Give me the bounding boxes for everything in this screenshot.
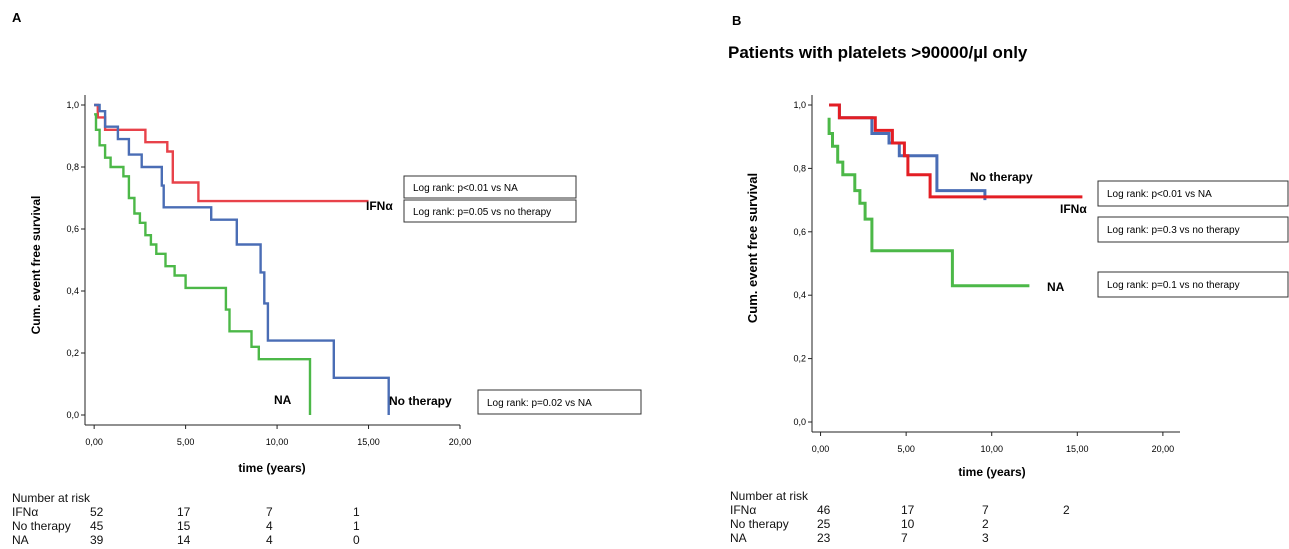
- panel-a-letter: A: [12, 10, 22, 25]
- risk-table-row: NA 23 7 3: [730, 531, 1150, 545]
- series-line-ifn-: [829, 105, 1082, 197]
- panel-a-annotation-1: Log rank: p<0.01 vs NA: [413, 183, 518, 194]
- risk-row-label: No therapy: [12, 519, 71, 533]
- panel-b-series: [829, 105, 1082, 286]
- y-tick-label: 0,2: [66, 348, 79, 358]
- risk-value: 17: [901, 503, 914, 517]
- series-line-na: [829, 118, 1029, 286]
- panel-a-curve-label-ifn: IFNα: [366, 199, 393, 213]
- risk-value: 4: [266, 519, 273, 533]
- risk-value: 2: [1063, 503, 1070, 517]
- y-tick-label: 0,4: [66, 286, 79, 296]
- panel-b-x-label: time (years): [958, 465, 1025, 479]
- y-tick-label: 0,6: [793, 227, 806, 237]
- y-tick-label: 1,0: [66, 100, 79, 110]
- panel-b-annotation-3: Log rank: p=0.1 vs no therapy: [1107, 280, 1240, 291]
- x-tick-label: 5,00: [177, 437, 195, 447]
- panel-b-curve-label-ifn: IFNα: [1060, 202, 1087, 216]
- risk-table-header-row: Number at risk: [730, 489, 1150, 503]
- series-line-no-therapy: [94, 105, 389, 415]
- y-tick-label: 0,8: [66, 162, 79, 172]
- risk-row-label: IFNα: [12, 505, 38, 519]
- y-tick-label: 0,6: [66, 224, 79, 234]
- series-line-no-therapy: [829, 105, 985, 200]
- y-tick-label: 0,0: [66, 410, 79, 420]
- y-tick-label: 1,0: [793, 100, 806, 110]
- risk-value: 17: [177, 505, 190, 519]
- risk-value: 1: [353, 505, 360, 519]
- risk-row-label: NA: [730, 531, 747, 545]
- panel-b-chart: 0,0 0,2 0,4 0,6 0,8 1,0 0,00 5,00 10,00 15,00 20,…: [745, 95, 1288, 479]
- risk-table-header: Number at risk: [12, 491, 90, 505]
- panel-b-annotation-2: Log rank: p=0.3 vs no therapy: [1107, 225, 1240, 236]
- risk-row-label: IFNα: [730, 503, 756, 517]
- panel-a-series: [94, 105, 389, 415]
- risk-value: 7: [982, 503, 989, 517]
- x-tick-label: 0,00: [812, 444, 830, 454]
- panel-b-annotation-1: Log rank: p<0.01 vs NA: [1107, 189, 1212, 200]
- risk-value: 46: [817, 503, 830, 517]
- risk-table-row: NA 39 14 4 0: [12, 533, 432, 547]
- x-tick-label: 0,00: [85, 437, 103, 447]
- risk-row-label: NA: [12, 533, 29, 547]
- risk-table-header-row: Number at risk: [12, 491, 432, 505]
- panel-b-title: Patients with platelets >90000/µl only: [728, 43, 1028, 62]
- risk-value: 23: [817, 531, 830, 545]
- x-tick-label: 20,00: [449, 437, 472, 447]
- panel-b-y-ticks: 0,0 0,2 0,4 0,6 0,8 1,0: [793, 100, 812, 427]
- risk-value: 3: [982, 531, 989, 545]
- risk-value: 1: [353, 519, 360, 533]
- risk-value: 0: [353, 533, 360, 547]
- x-tick-label: 15,00: [1066, 444, 1089, 454]
- panel-b-risk-table: Number at risk IFNα 46 17 7 2 No therapy…: [730, 489, 1150, 545]
- risk-table-row: No therapy 25 10 2: [730, 517, 1150, 531]
- panel-a-curve-label-no-therapy: No therapy: [389, 394, 452, 408]
- panel-a-y-ticks: 0,0 0,2 0,4 0,6 0,8 1,0: [66, 100, 85, 420]
- y-tick-label: 0,8: [793, 163, 806, 173]
- panel-a-chart: 0,0 0,2 0,4 0,6 0,8 1,0 0,00 5,00 10,00 15,00 20,…: [29, 95, 641, 475]
- panel-a-y-label: Cum. event free survival: [29, 196, 43, 335]
- panel-a-curve-label-na: NA: [274, 393, 292, 407]
- x-tick-label: 5,00: [897, 444, 915, 454]
- risk-value: 2: [982, 517, 989, 531]
- risk-table-row: IFNα 46 17 7 2: [730, 503, 1150, 517]
- y-tick-label: 0,4: [793, 290, 806, 300]
- panel-b-curve-label-no-therapy: No therapy: [970, 170, 1033, 184]
- risk-row-label: No therapy: [730, 517, 789, 531]
- panel-b-y-label: Cum. event free survival: [745, 173, 760, 323]
- risk-value: 15: [177, 519, 190, 533]
- risk-table-row: No therapy 45 15 4 1: [12, 519, 432, 533]
- risk-value: 7: [901, 531, 908, 545]
- risk-value: 25: [817, 517, 830, 531]
- risk-value: 7: [266, 505, 273, 519]
- risk-value: 14: [177, 533, 190, 547]
- panel-a-annotation-3: Log rank: p=0.02 vs NA: [487, 398, 592, 409]
- risk-table-header: Number at risk: [730, 489, 808, 503]
- risk-table-row: IFNα 52 17 7 1: [12, 505, 432, 519]
- x-tick-label: 10,00: [980, 444, 1003, 454]
- x-tick-label: 10,00: [266, 437, 289, 447]
- x-tick-label: 15,00: [357, 437, 380, 447]
- panel-a-annotation-2: Log rank: p=0.05 vs no therapy: [413, 207, 551, 218]
- x-tick-label: 20,00: [1152, 444, 1175, 454]
- series-line-ifn-: [94, 105, 368, 201]
- risk-value: 10: [901, 517, 914, 531]
- y-tick-label: 0,2: [793, 354, 806, 364]
- series-line-na: [94, 114, 310, 415]
- panel-b-letter: B: [732, 13, 741, 28]
- panel-b-x-ticks: 0,00 5,00 10,00 15,00 20,00: [812, 432, 1174, 454]
- panel-a-x-label: time (years): [238, 461, 305, 475]
- risk-value: 52: [90, 505, 103, 519]
- risk-value: 4: [266, 533, 273, 547]
- y-tick-label: 0,0: [793, 417, 806, 427]
- panel-a-risk-table: Number at risk IFNα 52 17 7 1 No therapy…: [12, 491, 432, 547]
- risk-value: 45: [90, 519, 103, 533]
- panel-b-curve-label-na: NA: [1047, 280, 1065, 294]
- risk-value: 39: [90, 533, 103, 547]
- panel-a-x-ticks: 0,00 5,00 10,00 15,00 20,00: [85, 425, 471, 447]
